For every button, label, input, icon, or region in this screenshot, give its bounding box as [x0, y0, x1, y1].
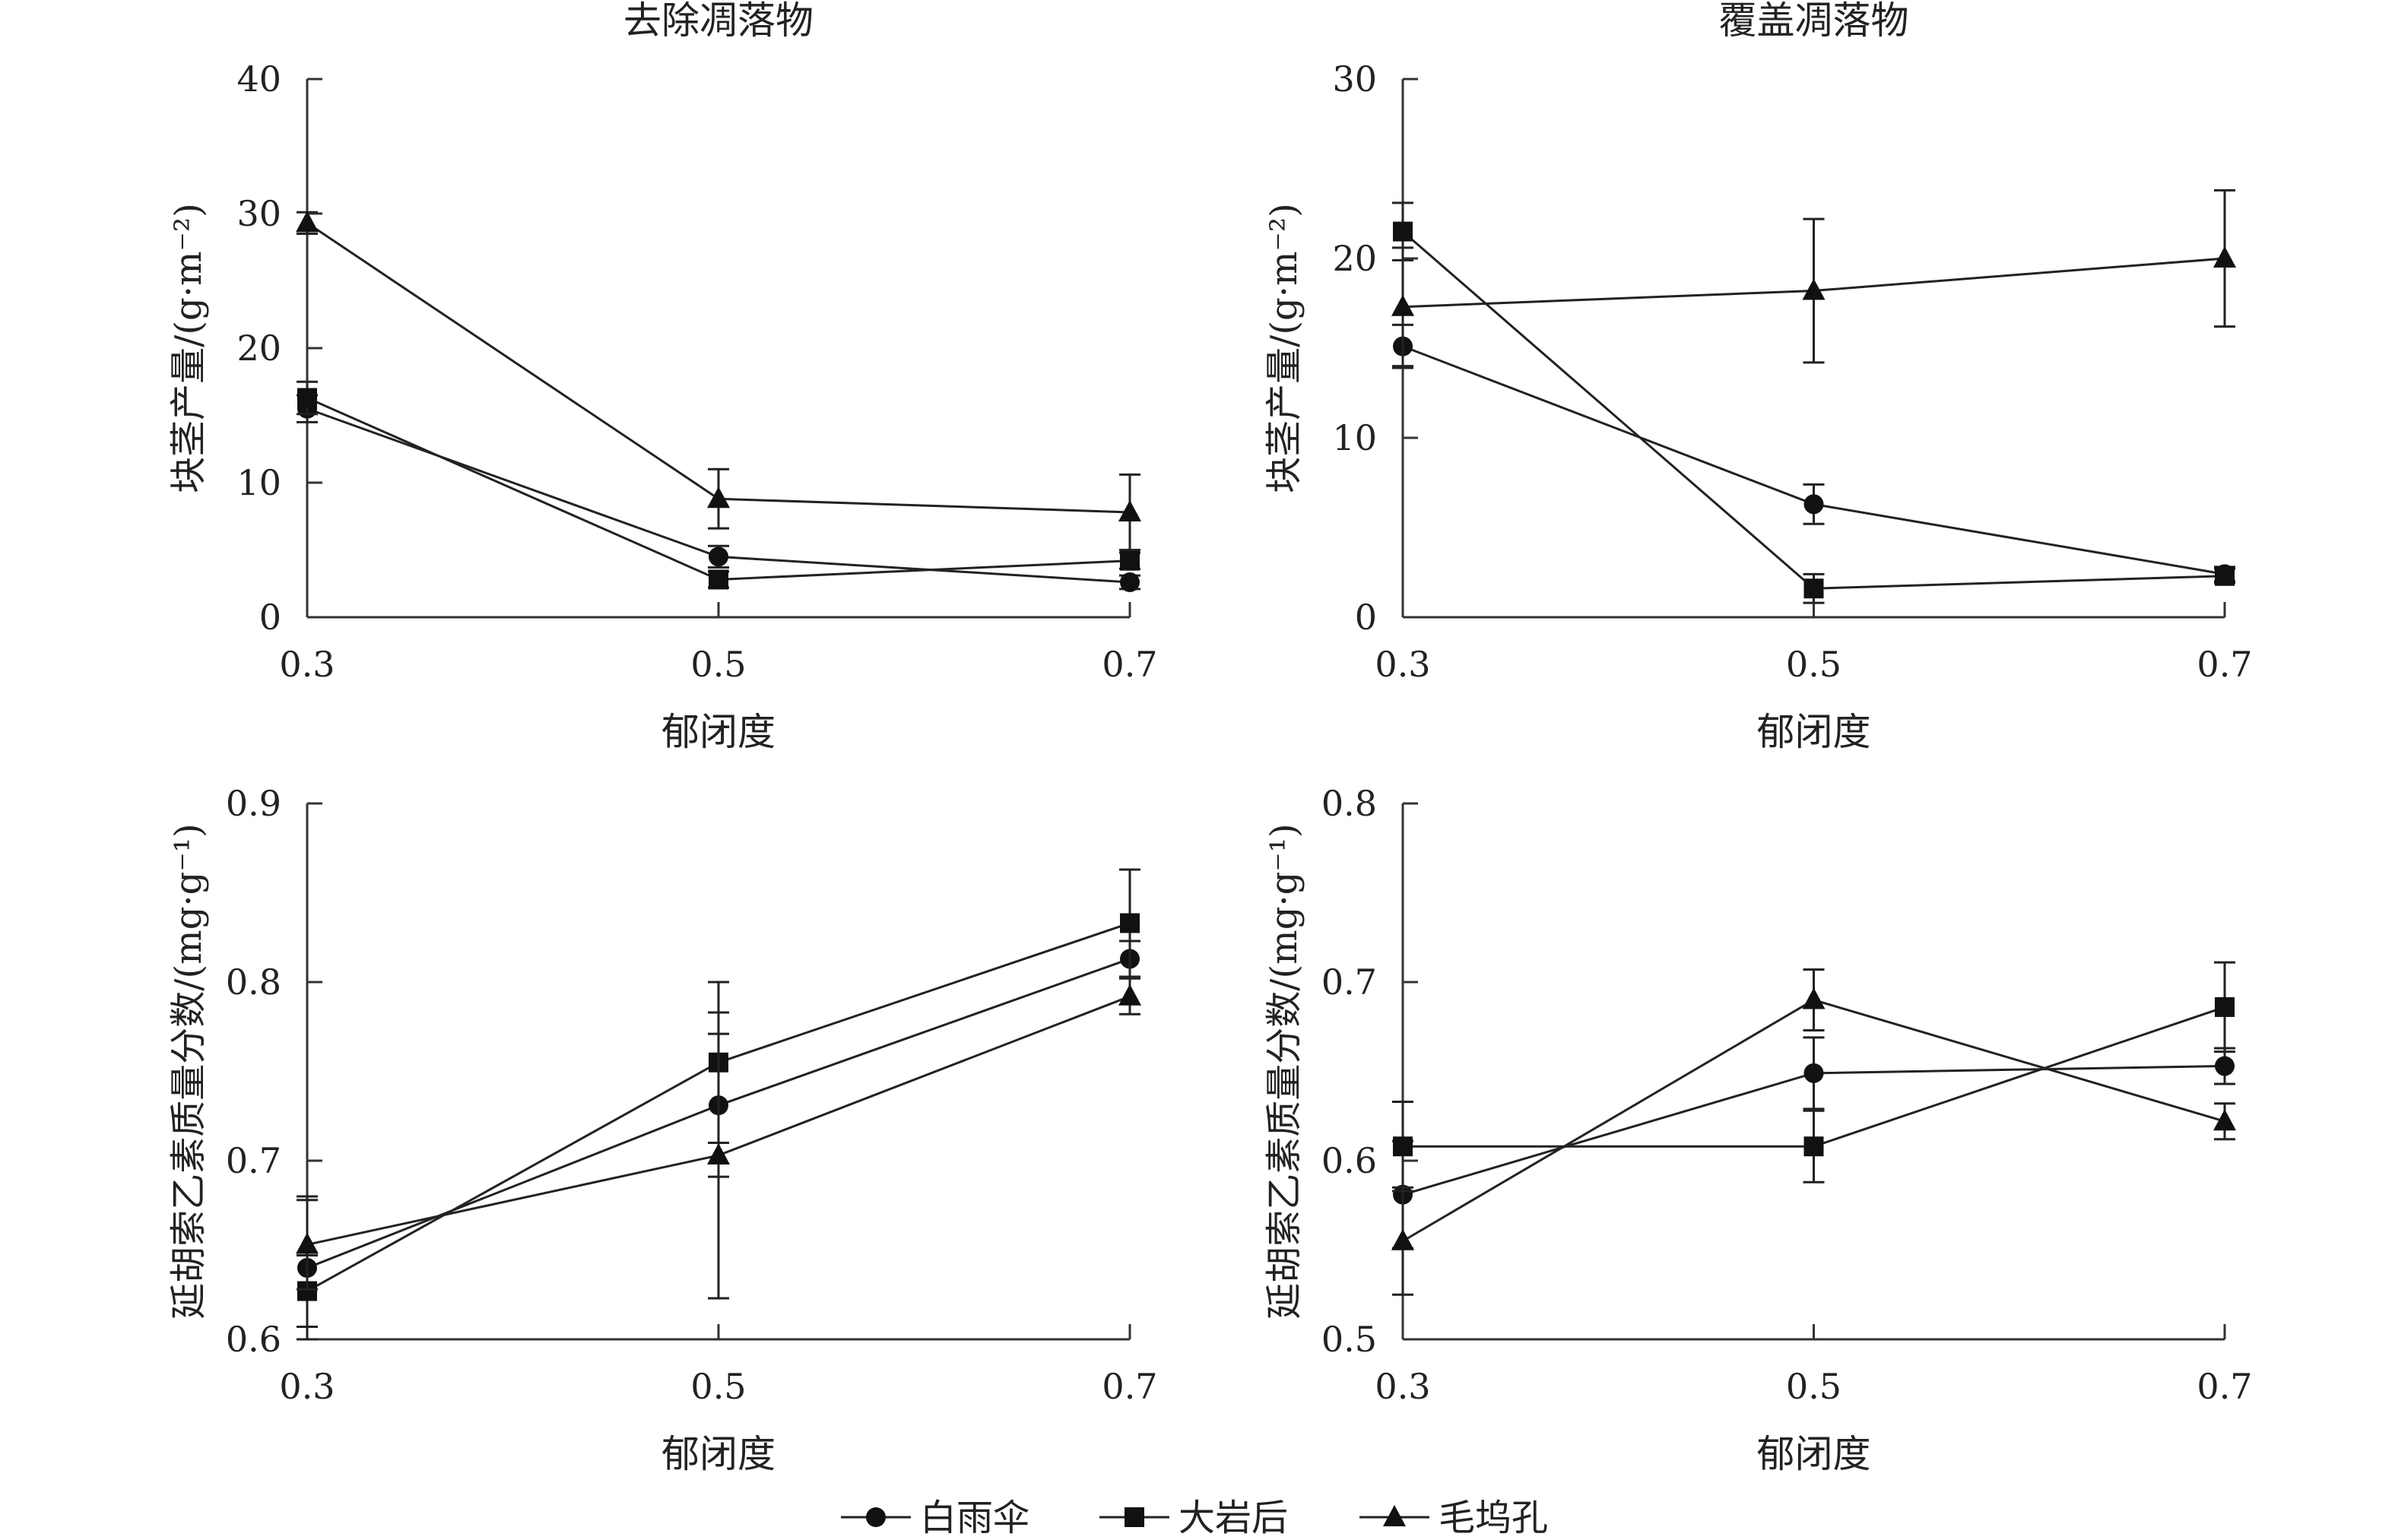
data-point: [2213, 246, 2236, 268]
y-tick-label: 30: [1332, 59, 1377, 100]
y-tick-label: 0.6: [1321, 1140, 1377, 1181]
y-tick-label: 40: [236, 59, 281, 100]
data-point: [2215, 566, 2235, 586]
legend-item: 大岩后: [1099, 1497, 1288, 1539]
y-tick-label: 0.8: [1321, 783, 1377, 824]
data-point: [1393, 1136, 1413, 1157]
series-triangle: [296, 211, 1141, 551]
series-triangle: [1391, 189, 2236, 368]
x-tick-label: 0.5: [690, 1366, 746, 1407]
data-point: [1802, 987, 1826, 1009]
series-square: [1392, 961, 2235, 1193]
legend-item: 毛坞孔: [1359, 1497, 1548, 1539]
y-axis-title: 块茎产量/(g·m⁻²): [167, 203, 210, 493]
legend-label: 白雨伞: [920, 1497, 1029, 1539]
x-tick-label: 0.5: [1786, 644, 1841, 685]
y-tick-label: 30: [236, 193, 281, 234]
series-square: [1392, 201, 2235, 604]
data-point: [1391, 1228, 1414, 1250]
y-tick-label: 0.9: [226, 783, 281, 824]
data-point: [1120, 913, 1140, 933]
data-point: [707, 1142, 730, 1165]
y-axis-title: 延胡索乙素质量分数/(mg·g⁻¹): [1263, 823, 1305, 1319]
data-point: [1118, 499, 1141, 521]
x-tick-label: 0.3: [1375, 1366, 1430, 1407]
data-point: [709, 547, 728, 567]
data-point: [1120, 572, 1140, 592]
y-tick-label: 20: [1332, 238, 1377, 279]
x-tick-label: 0.7: [2197, 1366, 2252, 1407]
legend: 白雨伞 大岩后 毛坞孔: [841, 1497, 1548, 1539]
series-triangle: [1391, 968, 2236, 1296]
x-tick-label: 0.3: [1375, 644, 1430, 685]
x-axis-title: 郁闭度: [1757, 1432, 1871, 1476]
y-tick-label: 0: [259, 597, 281, 638]
y-tick-label: 10: [236, 462, 281, 503]
data-point: [2213, 1109, 2236, 1131]
x-tick-label: 0.7: [1102, 644, 1157, 685]
x-axis-title: 郁闭度: [661, 710, 776, 754]
panel-title: 覆盖凋落物: [1719, 0, 1909, 43]
data-point: [1120, 550, 1140, 571]
y-tick-label: 0.7: [226, 1140, 281, 1181]
y-tick-label: 20: [236, 328, 281, 369]
panel-title: 去除凋落物: [623, 0, 814, 43]
y-tick-label: 10: [1332, 417, 1377, 458]
data-point: [1391, 294, 1414, 316]
series-triangle: [296, 977, 1141, 1300]
data-point: [2215, 1056, 2235, 1076]
series-square: [297, 380, 1140, 590]
x-tick-label: 0.3: [279, 1366, 335, 1407]
series-circle: [1392, 323, 2235, 585]
legend-item: 白雨伞: [841, 1497, 1029, 1539]
data-point: [2215, 997, 2235, 1017]
panel-4: 0.5 0.6 0.7 0.8 0.3 0.5 0.7 郁闭度 延胡索乙素质量分数/(mg·g⁻…: [1263, 783, 2253, 1476]
x-tick-label: 0.7: [1102, 1366, 1157, 1407]
y-axis-title: 块茎产量/(g·m⁻²): [1263, 203, 1305, 493]
legend-marker-circle: [866, 1507, 886, 1527]
x-tick-label: 0.3: [279, 644, 335, 685]
x-axis-title: 郁闭度: [1757, 710, 1871, 754]
panel-3: 0.6 0.7 0.8 0.9 0.3 0.5 0.7 郁闭度 延胡索乙素质量分数/(mg·g⁻…: [167, 783, 1158, 1476]
legend-marker-square: [1125, 1507, 1144, 1527]
data-point: [297, 388, 317, 408]
data-point: [296, 1232, 319, 1254]
y-axis-title: 延胡索乙素质量分数/(mg·g⁻¹): [167, 823, 210, 1319]
legend-label: 大岩后: [1178, 1497, 1288, 1539]
data-point: [296, 211, 319, 233]
x-tick-label: 0.5: [690, 644, 746, 685]
x-axis-title: 郁闭度: [661, 1432, 776, 1476]
series-line: [1402, 345, 2225, 575]
x-tick-label: 0.5: [1786, 1366, 1841, 1407]
data-point: [1393, 221, 1413, 242]
data-point: [709, 569, 728, 590]
data-point: [1803, 578, 1824, 599]
data-point: [1803, 1063, 1824, 1083]
y-tick-label: 0.5: [1321, 1319, 1377, 1360]
legend-label: 毛坞孔: [1439, 1497, 1548, 1539]
y-tick-label: 0: [1355, 597, 1377, 638]
legend-marker-triangle: [1383, 1505, 1406, 1526]
y-tick-label: 0.7: [1321, 962, 1377, 1003]
y-tick-label: 0.8: [226, 962, 281, 1003]
data-point: [1802, 278, 1826, 300]
data-point: [707, 486, 730, 509]
x-tick-label: 0.7: [2197, 644, 2252, 685]
y-tick-label: 0.6: [226, 1319, 281, 1360]
data-point: [1803, 494, 1824, 515]
data-point: [1803, 1136, 1824, 1157]
data-point: [1118, 984, 1141, 1006]
